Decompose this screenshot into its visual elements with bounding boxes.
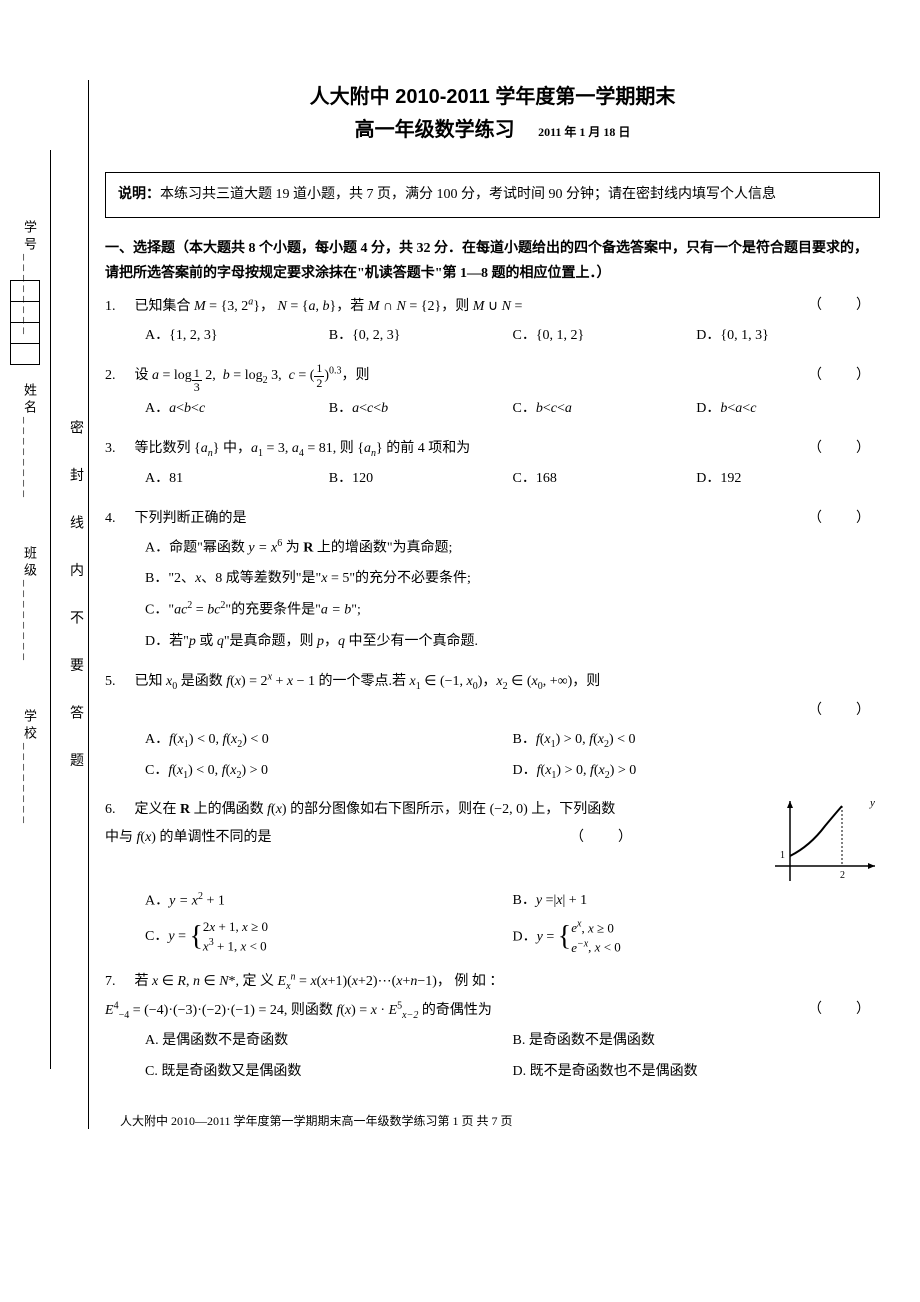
exam-date: 2011 年 1 月 18 日 xyxy=(538,125,630,139)
q1-num: 1. xyxy=(105,293,131,321)
q7-opt-c: C. 既是奇函数又是偶函数 xyxy=(145,1057,513,1088)
margin-vline xyxy=(88,80,89,1129)
instruction-text: 本练习共三道大题 19 道小题，共 7 页，满分 100 分，考试时间 90 分… xyxy=(160,187,776,202)
q2-opt-d: D．b<a<c xyxy=(696,394,880,425)
q1-opt-b: B．{0, 2, 3} xyxy=(329,321,513,352)
q3-num: 3. xyxy=(105,435,131,463)
margin-vline2 xyxy=(50,150,51,1069)
question-3: 3. 等比数列 {an} 中，a1 = 3, a4 = 81, 则 {an} 的… xyxy=(105,435,880,495)
question-2: 2. 设 a = log13 2, b = log2 3, c = (12)0.… xyxy=(105,362,880,426)
q6-paren: （ ） xyxy=(570,824,642,852)
q7-opt-b: B. 是奇函数不是偶函数 xyxy=(513,1026,881,1057)
q5-num: 5. xyxy=(105,668,131,696)
instruction-box: 说明：本练习共三道大题 19 道小题，共 7 页，满分 100 分，考试时间 9… xyxy=(105,172,880,218)
question-7: 7. 若 x ∈ R, n ∈ N*, 定 义 Exn = x(x+1)(x+2… xyxy=(105,967,880,1088)
name-label: 姓名 xyxy=(22,383,37,417)
question-5: 5. 已知 x0 是函数 f(x) = 2x + x − 1 的一个零点.若 x… xyxy=(105,667,880,786)
q4-opt-d: D．若"p 或 q"是真命题，则 p，q 中至少有一个真命题. xyxy=(145,627,880,658)
q2-num: 2. xyxy=(105,362,131,390)
q6-opt-c: C．y = {2x + 1, x ≥ 0x3 + 1, x < 0 xyxy=(145,918,513,957)
question-4: 4. 下列判断正确的是 （ ） A．命题"幂函数 y = x6 为 R 上的增函… xyxy=(105,505,880,658)
q4-opt-a: A．命题"幂函数 y = x6 为 R 上的增函数"为真命题; xyxy=(145,533,880,564)
q4-options: A．命题"幂函数 y = x6 为 R 上的增函数"为真命题; B．"2、x、8… xyxy=(105,533,880,658)
q6-opt-d: D．y = {ex, x ≥ 0e−x, x < 0 xyxy=(513,918,881,957)
q1-paren: （ ） xyxy=(808,292,880,320)
q4-paren: （ ） xyxy=(808,505,880,533)
q5-opt-a: A．f(x1) < 0, f(x2) < 0 xyxy=(145,725,513,756)
q3-opt-d: D．192 xyxy=(696,464,880,495)
q2-paren: （ ） xyxy=(808,362,880,390)
q3-opt-c: C．168 xyxy=(513,464,697,495)
q6-options: A．y = x2 + 1 B．y =|x| + 1 C．y = {2x + 1,… xyxy=(105,886,880,956)
student-info-labels: 学号________ 姓名________ 班级________ 学校_____… xyxy=(20,220,39,872)
q6-graph: y 1 2 xyxy=(770,796,880,886)
q1-opt-d: D．{0, 1, 3} xyxy=(696,321,880,352)
q2-opt-b: B．a<c<b xyxy=(329,394,513,425)
q2-opt-a: A．a<b<c xyxy=(145,394,329,425)
q7-stem: 若 x ∈ R, n ∈ N*, 定 义 Exn = x(x+1)(x+2)⋯(… xyxy=(105,974,503,1018)
q7-num: 7. xyxy=(105,968,131,996)
q7-opt-a: A. 是偶函数不是奇函数 xyxy=(145,1026,513,1057)
school-label: 学校 xyxy=(22,709,37,743)
exam-title-1: 人大附中 2010-2011 学年度第一学期期末 xyxy=(105,80,880,109)
q5-opt-d: D．f(x1) > 0, f(x2) > 0 xyxy=(513,756,881,787)
q4-opt-c: C．"ac2 = bc2"的充要条件是"a = b"; xyxy=(145,595,880,626)
q5-options: A．f(x1) < 0, f(x2) < 0 B．f(x1) > 0, f(x2… xyxy=(105,725,880,787)
page-footer: 人大附中 2010—2011 学年度第一学期期末高一年级数学练习第 1 页 共 … xyxy=(105,1112,880,1129)
q2-opt-c: C．b<c<a xyxy=(513,394,697,425)
q3-paren: （ ） xyxy=(808,435,880,463)
q3-opt-a: A．81 xyxy=(145,464,329,495)
q6-opt-a: A．y = x2 + 1 xyxy=(145,886,513,917)
q3-stem: 等比数列 {an} 中，a1 = 3, a4 = 81, 则 {an} 的前 4… xyxy=(135,441,471,456)
q5-stem: 已知 x0 是函数 f(x) = 2x + x − 1 的一个零点.若 x1 ∈… xyxy=(135,674,601,689)
q1-options: A．{1, 2, 3} B．{0, 2, 3} C．{0, 1, 2} D．{0… xyxy=(105,321,880,352)
q4-stem: 下列判断正确的是 xyxy=(135,511,247,526)
seal-line-text: 密 封 线 内 不 要 答 题 xyxy=(65,420,85,782)
svg-text:1: 1 xyxy=(780,850,785,861)
instruction-label: 说明： xyxy=(118,187,160,202)
q5-paren: （ ） xyxy=(808,697,880,725)
q1-opt-a: A．{1, 2, 3} xyxy=(145,321,329,352)
exam-title-2: 高一年级数学练习 xyxy=(355,119,515,141)
exam-title-row: 高一年级数学练习 2011 年 1 月 18 日 xyxy=(105,113,880,142)
q6-stem: 定义在 R 上的偶函数 f(x) 的部分图像如右下图所示，则在 (−2, 0) … xyxy=(105,802,615,845)
question-1: 1. 已知集合 M = {3, 2a}， N = {a, b}，若 M ∩ N … xyxy=(105,292,880,351)
margin-column: 学号________ 姓名________ 班级________ 学校_____… xyxy=(20,80,90,1129)
section-1-title: 一、选择题（本大题共 8 个小题，每小题 4 分，共 32 分．在每道小题给出的… xyxy=(105,236,880,286)
q4-opt-b: B．"2、x、8 成等差数列"是"x = 5"的充分不必要条件; xyxy=(145,564,880,595)
question-6: y 1 2 6. 定义在 R 上的偶函数 f(x) 的部分图像如右下图所示，则在… xyxy=(105,796,880,956)
svg-text:2: 2 xyxy=(840,870,845,881)
q6-opt-b: B．y =|x| + 1 xyxy=(513,886,881,917)
q7-opt-d: D. 既不是奇函数也不是偶函数 xyxy=(513,1057,881,1088)
id-label: 学号 xyxy=(22,220,37,254)
q7-paren: （ ） xyxy=(808,996,880,1024)
class-label: 班级 xyxy=(22,546,37,580)
q4-num: 4. xyxy=(105,505,131,533)
q7-options: A. 是偶函数不是奇函数 B. 是奇函数不是偶函数 C. 既是奇函数又是偶函数 … xyxy=(105,1026,880,1088)
q5-opt-c: C．f(x1) < 0, f(x2) > 0 xyxy=(145,756,513,787)
q6-num: 6. xyxy=(105,796,131,824)
q1-stem: 已知集合 M = {3, 2a}， N = {a, b}，若 M ∩ N = {… xyxy=(135,299,523,314)
q2-options: A．a<b<c B．a<c<b C．b<c<a D．b<a<c xyxy=(105,394,880,425)
svg-text:y: y xyxy=(869,797,875,809)
q5-opt-b: B．f(x1) > 0, f(x2) < 0 xyxy=(513,725,881,756)
q3-opt-b: B．120 xyxy=(329,464,513,495)
main-content: 人大附中 2010-2011 学年度第一学期期末 高一年级数学练习 2011 年… xyxy=(90,80,880,1129)
q1-opt-c: C．{0, 1, 2} xyxy=(513,321,697,352)
q2-stem: 设 a = log13 2, b = log2 3, c = (12)0.3，则 xyxy=(135,368,370,383)
q3-options: A．81 B．120 C．168 D．192 xyxy=(105,464,880,495)
